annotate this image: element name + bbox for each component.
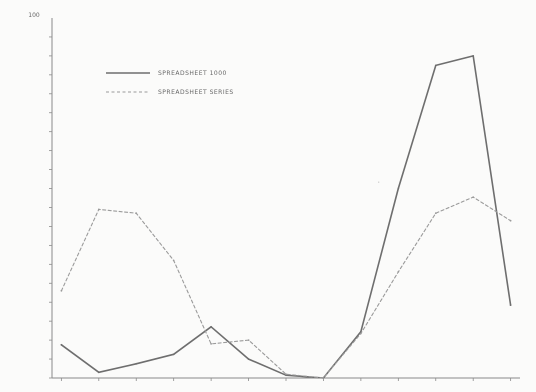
- data-point-dashed: [97, 208, 100, 211]
- data-point-solid: [135, 362, 138, 365]
- data-point-solid: [397, 187, 400, 190]
- x-axis-ticks: [60, 378, 512, 381]
- data-point-dashed: [509, 219, 512, 222]
- annotation-mark: ·: [378, 180, 380, 187]
- data-point-solid: [97, 371, 100, 374]
- data-point-dashed: [172, 259, 175, 262]
- legend-label: SPREADSHEET 1000: [158, 70, 227, 77]
- series-line-solid: [60, 55, 512, 379]
- data-point-dashed: [135, 212, 138, 215]
- chart-legend: SPREADSHEET 1000 SPREADSHEET SERIES: [106, 70, 234, 96]
- y-top-label: 100: [28, 12, 40, 19]
- data-point-dashed: [360, 332, 362, 335]
- data-point-dashed: [210, 343, 213, 345]
- data-point-dashed: [397, 271, 400, 273]
- data-point-solid: [172, 353, 175, 356]
- data-point-dashed: [322, 377, 325, 379]
- data-point-solid: [509, 304, 512, 306]
- data-point-dashed: [60, 289, 63, 292]
- data-point-solid: [60, 343, 63, 346]
- data-point-dashed: [285, 373, 287, 376]
- data-point-solid: [247, 358, 250, 360]
- data-point-dashed: [247, 339, 250, 341]
- series-layer: ·: [60, 55, 512, 379]
- data-point-solid: [210, 325, 213, 328]
- data-point-solid: [434, 64, 437, 67]
- chart-axes: [51, 18, 520, 379]
- y-axis-ticks: 100: [28, 12, 52, 379]
- series-line-dashed: [60, 196, 512, 379]
- data-point-dashed: [434, 212, 437, 215]
- data-point-solid: [472, 55, 475, 57]
- legend-label: SPREADSHEET SERIES: [158, 89, 234, 96]
- data-point-dashed: [472, 196, 475, 199]
